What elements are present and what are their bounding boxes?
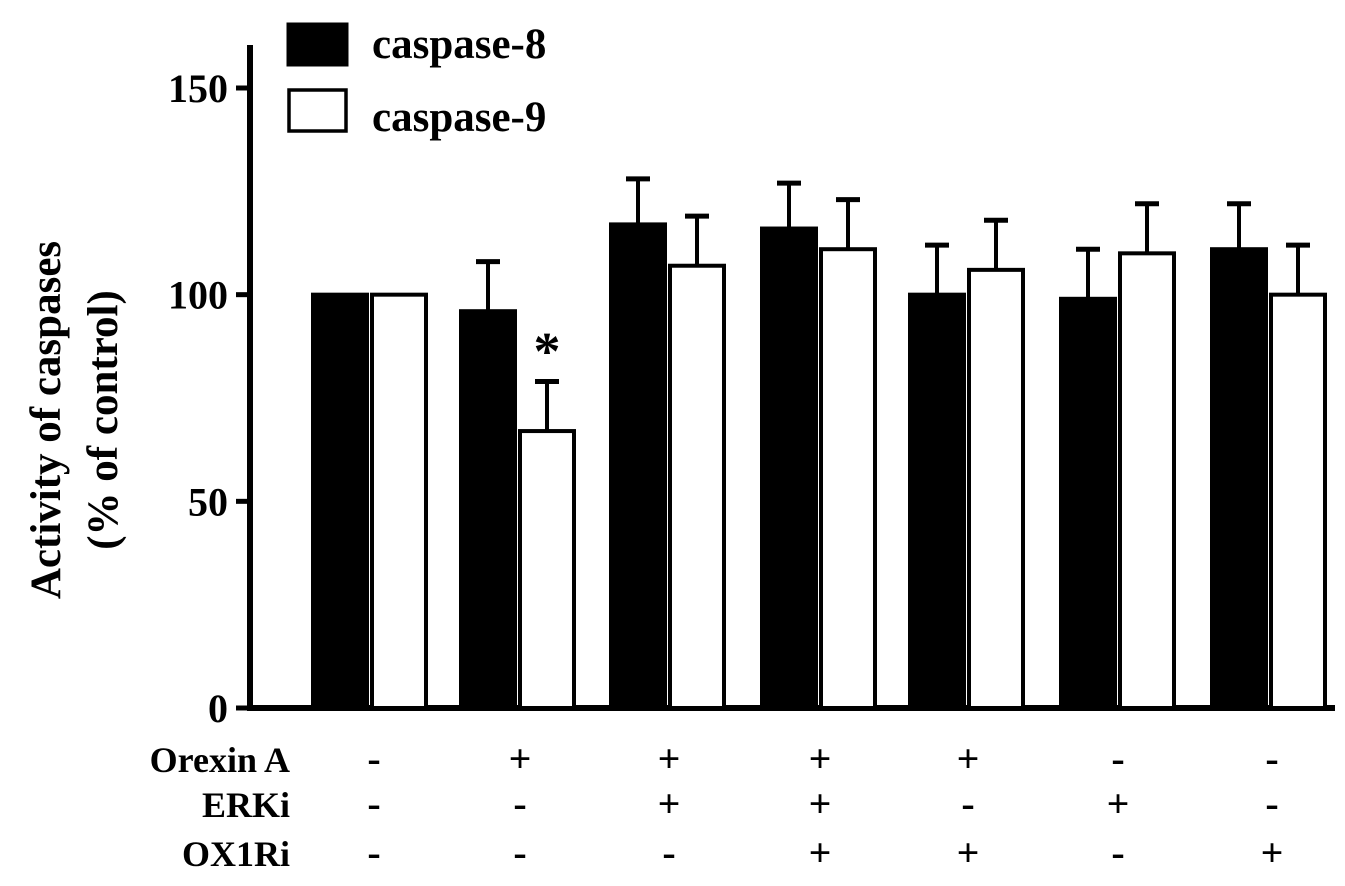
bar-caspase-9-group-7: [1269, 292, 1327, 710]
bar-caspase-8-group-2: [459, 309, 517, 710]
condition-ox1ri-group-6: -: [1111, 830, 1124, 875]
y-tick-label-150: 150: [168, 66, 228, 111]
legend-label-caspase-8: caspase-8: [372, 21, 546, 68]
condition-orexin-a-group-3: +: [658, 736, 681, 781]
bar-caspase-8-group-3: [609, 222, 667, 710]
bar-caspase-8-group-6: [1059, 296, 1117, 710]
y-axis-title-line-1: Activity of caspases: [23, 241, 70, 599]
condition-erki-group-4: +: [809, 781, 832, 826]
plot-area: 0 50 100 150 *: [168, 45, 1335, 731]
condition-orexin-a-group-5: +: [957, 736, 980, 781]
condition-ox1ri-group-2: -: [513, 830, 526, 875]
condition-erki-group-5: -: [961, 781, 974, 826]
condition-erki-group-6: +: [1107, 781, 1130, 826]
condition-label-orexin-a: Orexin A: [150, 740, 290, 780]
condition-ox1ri-group-3: -: [662, 830, 675, 875]
condition-orexin-a-group-6: -: [1111, 736, 1124, 781]
y-tick-label-0: 0: [208, 686, 228, 731]
significance-star-1: *: [534, 321, 561, 381]
condition-orexin-a-group-2: +: [509, 736, 532, 781]
bar-caspase-9-group-1: [370, 292, 428, 710]
bar-caspase-9-group-2: [518, 429, 576, 710]
bar-caspase-9-group-5: [967, 267, 1025, 710]
condition-erki-group-3: +: [658, 781, 681, 826]
condition-orexin-a-group-4: +: [809, 736, 832, 781]
bar-caspase-8-group-4: [760, 226, 818, 711]
bar-caspase-8-group-1: [311, 292, 369, 710]
y-tick-label-50: 50: [188, 479, 228, 524]
y-axis-title-line-2: (% of control): [80, 290, 127, 550]
condition-ox1ri-group-1: -: [367, 830, 380, 875]
condition-ox1ri-group-7: +: [1261, 830, 1284, 875]
legend-label-caspase-9: caspase-9: [372, 94, 546, 141]
condition-erki-group-2: -: [513, 781, 526, 826]
legend: caspase-8 caspase-9: [286, 21, 546, 141]
condition-erki-group-7: -: [1265, 781, 1278, 826]
condition-ox1ri-group-5: +: [957, 830, 980, 875]
condition-ox1ri-group-4: +: [809, 830, 832, 875]
condition-orexin-a-group-1: -: [367, 736, 380, 781]
bar-caspase-8-group-5: [908, 292, 966, 710]
condition-table: Orexin A - + + + + - -ERKi - - + + - + -OX1Ri - - - + + - +: [150, 736, 1284, 875]
bar-caspase-8-group-7: [1210, 247, 1268, 710]
condition-orexin-a-group-7: -: [1265, 736, 1278, 781]
condition-label-erki: ERKi: [202, 785, 290, 825]
legend-swatch-caspase-8: [286, 22, 349, 67]
condition-erki-group-1: -: [367, 781, 380, 826]
y-tick-label-100: 100: [168, 273, 228, 318]
bar-caspase-9-group-4: [819, 247, 877, 710]
bar-caspase-9-group-3: [668, 263, 726, 710]
bar-caspase-9-group-6: [1118, 251, 1176, 710]
condition-label-ox1ri: OX1Ri: [182, 834, 290, 874]
legend-swatch-caspase-9: [287, 88, 348, 133]
